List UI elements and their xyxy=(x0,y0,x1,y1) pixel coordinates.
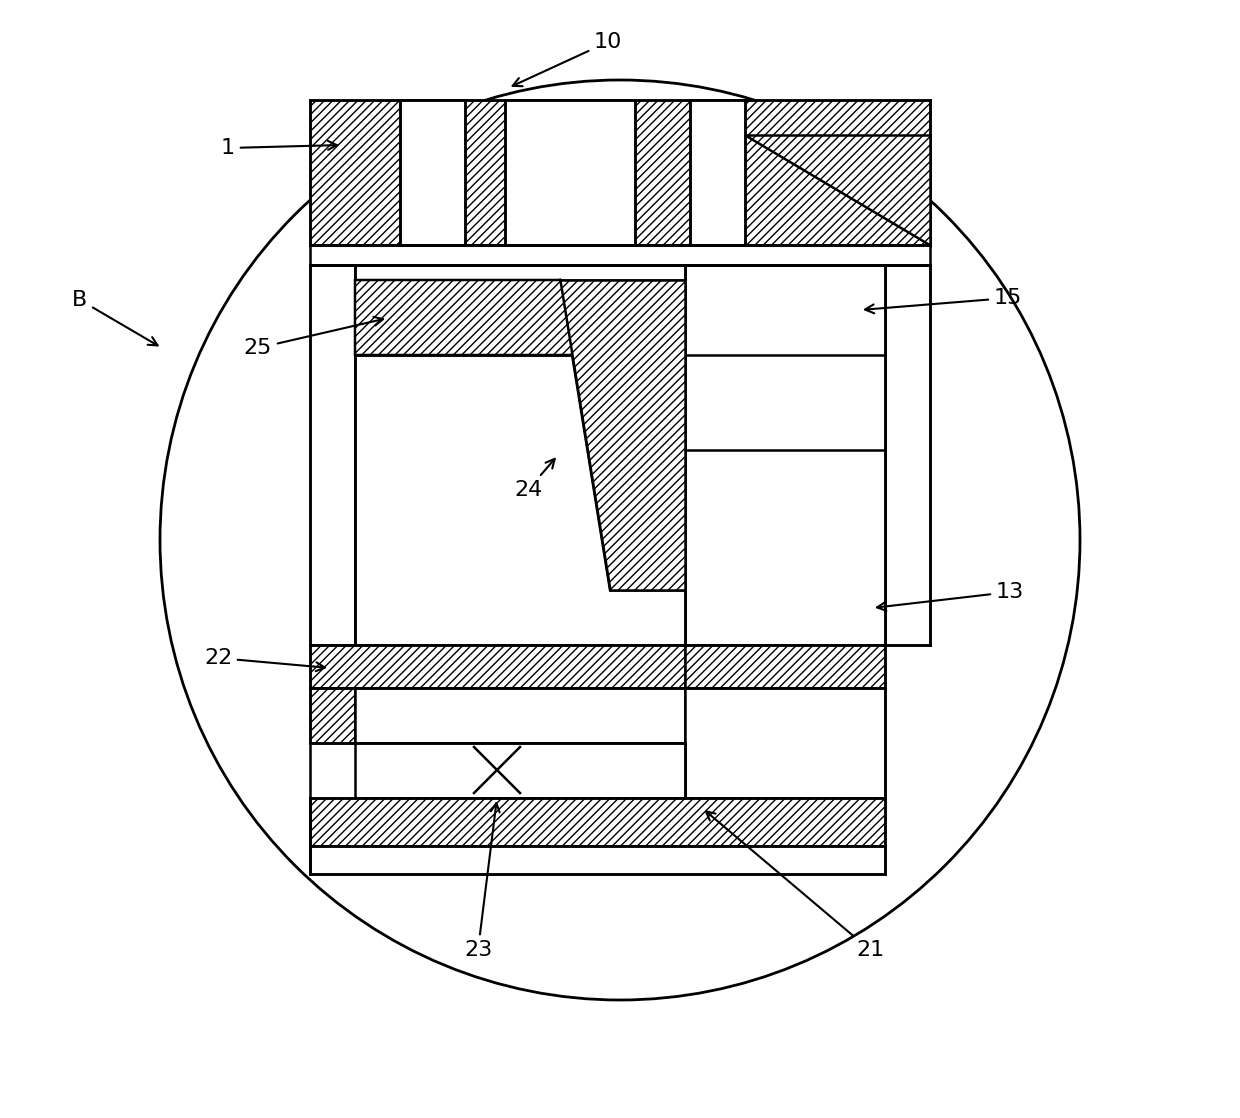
Bar xyxy=(310,265,355,645)
Bar xyxy=(885,265,930,645)
Text: 23: 23 xyxy=(464,803,500,960)
Text: 24: 24 xyxy=(513,458,554,500)
Text: B: B xyxy=(72,290,157,345)
Polygon shape xyxy=(560,280,684,590)
Text: 21: 21 xyxy=(706,812,884,960)
Bar xyxy=(310,688,355,743)
Bar xyxy=(310,798,885,846)
Text: 22: 22 xyxy=(203,648,325,671)
Bar xyxy=(355,265,684,645)
Bar xyxy=(401,100,465,245)
Text: 10: 10 xyxy=(512,32,622,86)
Text: 13: 13 xyxy=(877,582,1024,610)
Bar xyxy=(689,100,745,245)
Bar xyxy=(505,100,635,245)
Text: 15: 15 xyxy=(866,288,1022,313)
Text: 1: 1 xyxy=(221,138,337,158)
Bar xyxy=(310,645,684,688)
Bar xyxy=(355,743,684,798)
Bar xyxy=(684,688,885,798)
Polygon shape xyxy=(745,135,930,245)
Polygon shape xyxy=(355,280,615,356)
Bar xyxy=(310,100,930,245)
Bar xyxy=(310,245,930,265)
Bar xyxy=(684,265,885,645)
Text: 25: 25 xyxy=(244,316,383,358)
Bar xyxy=(355,688,684,743)
Bar xyxy=(684,645,885,688)
Bar xyxy=(310,846,885,874)
